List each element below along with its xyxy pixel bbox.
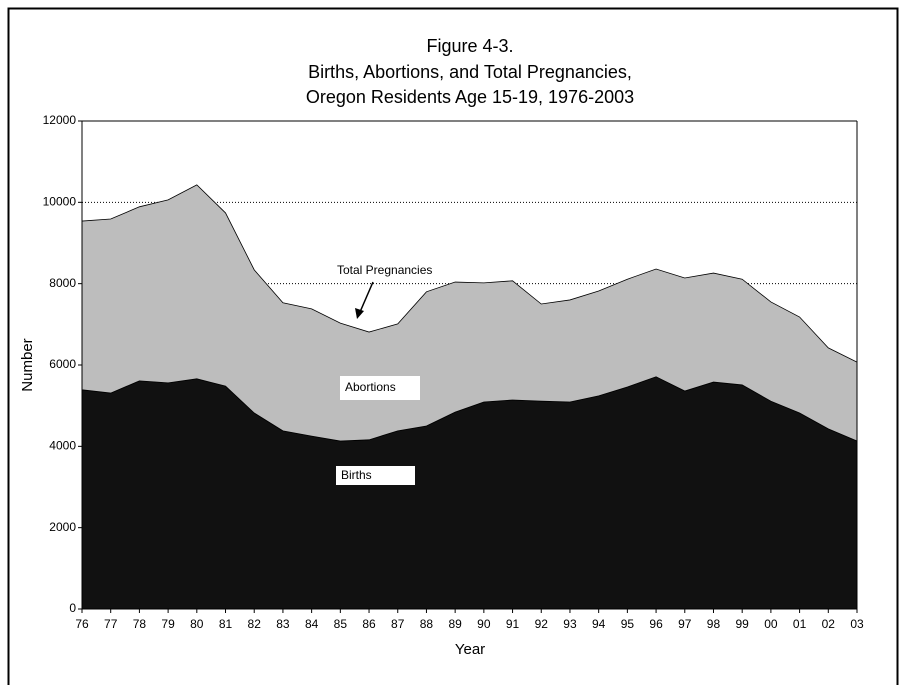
x-tick-label: 77 <box>104 617 118 631</box>
x-tick-label: 90 <box>477 617 491 631</box>
y-tick-label: 2000 <box>49 520 76 534</box>
x-tick-label: 97 <box>678 617 692 631</box>
x-tick-label: 03 <box>850 617 864 631</box>
x-tick-label: 81 <box>219 617 233 631</box>
x-tick-label: 85 <box>334 617 348 631</box>
series-label: Births <box>341 468 372 482</box>
x-tick-label: 78 <box>133 617 147 631</box>
x-tick-label: 82 <box>248 617 262 631</box>
label-box <box>340 376 420 400</box>
x-tick-label: 88 <box>420 617 434 631</box>
x-tick-label: 99 <box>736 617 750 631</box>
y-tick-label: 4000 <box>49 439 76 453</box>
x-tick-label: 87 <box>391 617 405 631</box>
label-box <box>336 466 415 485</box>
y-axis-title: Number <box>19 338 36 391</box>
y-tick-label: 10000 <box>43 195 77 209</box>
x-tick-label: 79 <box>161 617 175 631</box>
y-tick-label: 12000 <box>43 113 77 127</box>
chart-title: Figure 4-3. <box>426 36 513 56</box>
x-tick-label: 00 <box>764 617 778 631</box>
area <box>81 376 858 610</box>
x-tick-label: 98 <box>707 617 721 631</box>
chart-title: Births, Abortions, and Total Pregnancies… <box>308 62 632 82</box>
x-tick-label: 76 <box>75 617 89 631</box>
x-tick-label: 02 <box>822 617 836 631</box>
x-tick-label: 94 <box>592 617 606 631</box>
x-tick-label: 93 <box>563 617 577 631</box>
y-tick-label: 6000 <box>49 357 76 371</box>
x-tick-label: 89 <box>448 617 462 631</box>
x-tick-label: 84 <box>305 617 319 631</box>
y-tick-label: 8000 <box>49 276 76 290</box>
x-tick-label: 86 <box>362 617 376 631</box>
x-tick-label: 80 <box>190 617 204 631</box>
x-tick-label: 91 <box>506 617 520 631</box>
arrow-head <box>355 308 364 319</box>
x-tick-label: 95 <box>621 617 635 631</box>
x-tick-label: 92 <box>535 617 549 631</box>
y-tick-label: 0 <box>69 601 76 615</box>
x-tick-label: 96 <box>649 617 663 631</box>
chart-title: Oregon Residents Age 15-19, 1976-2003 <box>306 87 634 107</box>
series-label: Abortions <box>345 380 396 394</box>
annotation-arrow <box>359 281 374 313</box>
x-tick-label: 83 <box>276 617 290 631</box>
x-axis-title: Year <box>455 641 485 658</box>
annotation: Total Pregnancies <box>337 263 432 277</box>
frame <box>7 7 899 685</box>
x-tick-label: 01 <box>793 617 807 631</box>
